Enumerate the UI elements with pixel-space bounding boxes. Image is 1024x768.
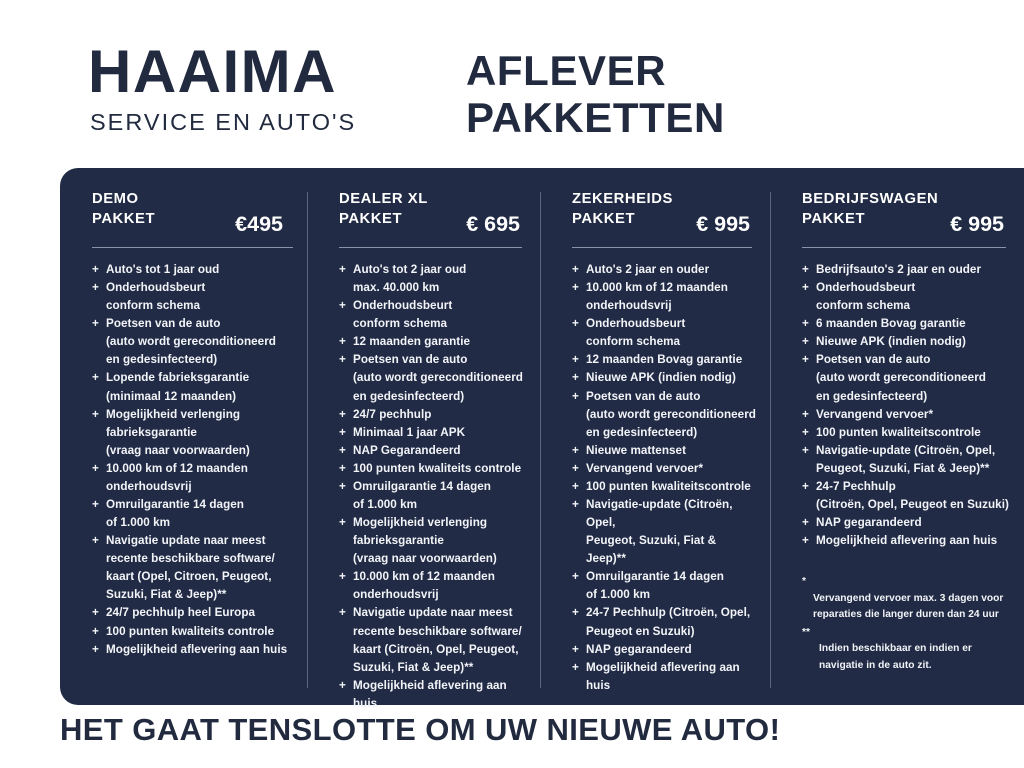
list-item: Poetsen van de auto (auto wordt gerecond…	[339, 351, 526, 405]
package-title: DEMO PAKKET	[92, 191, 156, 227]
list-item: 10.000 km of 12 maanden onderhoudsvrij	[92, 460, 293, 496]
list-item: Auto's 2 jaar en ouder	[572, 261, 756, 279]
package-feature-list: Bedrijfsauto's 2 jaar en ouder Onderhoud…	[802, 261, 1010, 550]
package-feature-list: Auto's tot 1 jaar oud Onderhoudsbeurt co…	[92, 261, 293, 659]
package-card-dealer-xl: DEALER XL PAKKET € 695 Auto's tot 2 jaar…	[307, 190, 540, 710]
footnote: ** Indien beschikbaar en indien er naviga…	[802, 625, 1006, 675]
header-divider	[572, 247, 752, 248]
list-item: Mogelijkheid aflevering aan huis	[339, 677, 526, 713]
list-item: 24/7 pechhulp heel Europa	[92, 604, 293, 622]
list-item: Vervangend vervoer*	[802, 406, 1010, 424]
list-item: Poetsen van de auto (auto wordt gerecond…	[802, 351, 1010, 405]
list-item: 12 maanden garantie	[339, 333, 526, 351]
package-card-zekerheids: ZEKERHEIDS PAKKET € 995 Auto's 2 jaar en…	[540, 190, 770, 705]
package-title: BEDRIJFSWAGEN PAKKET	[802, 191, 939, 227]
footnotes: * Vervangend vervoer max. 3 dagen voor re…	[802, 574, 1010, 674]
footnote-text: Vervangend vervoer max. 3 dagen voor rep…	[813, 592, 1004, 621]
list-item: Auto's tot 2 jaar oud max. 40.000 km	[339, 261, 526, 297]
list-item: Minimaal 1 jaar APK	[339, 424, 526, 442]
brand-tagline: SERVICE EN AUTO'S	[90, 109, 357, 135]
package-price: € 995	[696, 212, 750, 236]
list-item: 100 punten kwaliteits controle	[92, 623, 293, 641]
column-divider	[770, 192, 771, 688]
package-header: DEALER XL PAKKET € 695	[339, 190, 526, 238]
list-item: Auto's tot 1 jaar oud	[92, 261, 293, 279]
list-item: 10.000 km of 12 maanden onderhoudsvrij	[339, 568, 526, 604]
list-item: Nieuwe APK (indien nodig)	[802, 333, 1010, 351]
list-item: NAP gegarandeerd	[572, 641, 756, 659]
list-item: 24-7 Pechhulp (Citroën, Opel, Peugeot en…	[572, 604, 756, 640]
list-item: NAP Gegarandeerd	[339, 442, 526, 460]
list-item: Onderhoudsbeurt conform schema	[802, 279, 1010, 315]
list-item: Nieuwe mattenset	[572, 442, 756, 460]
list-item: Mogelijkheid verlenging fabrieksgarantie…	[339, 514, 526, 568]
list-item: Omruilgarantie 14 dagen of 1.000 km	[339, 478, 526, 514]
package-price: € 695	[466, 212, 520, 236]
list-item: Nieuwe APK (indien nodig)	[572, 369, 756, 387]
list-item: 100 punten kwaliteits controle	[339, 460, 526, 478]
list-item: Navigatie update naar meest recente besc…	[92, 532, 293, 604]
list-item: 6 maanden Bovag garantie	[802, 315, 1010, 333]
footnote: * Vervangend vervoer max. 3 dagen voor re…	[802, 574, 1006, 624]
list-item: 100 punten kwaliteitscontrole	[572, 478, 756, 496]
package-header: BEDRIJFSWAGEN PAKKET € 995	[802, 190, 1010, 238]
list-item: Omruilgarantie 14 dagen of 1.000 km	[572, 568, 756, 604]
package-header: DEMO PAKKET €495	[92, 190, 293, 238]
brand-name: HAAIMA	[88, 38, 337, 105]
package-header: ZEKERHEIDS PAKKET € 995	[572, 190, 756, 238]
footnote-marker: *	[802, 576, 806, 588]
list-item: Mogelijkheid verlenging fabrieksgarantie…	[92, 406, 293, 460]
footnote-text: Indien beschikbaar en indien er navigati…	[819, 643, 972, 671]
list-item: Onderhoudsbeurt conform schema	[339, 297, 526, 333]
header-divider	[802, 247, 1006, 248]
list-item: Bedrijfsauto's 2 jaar en ouder	[802, 261, 1010, 279]
footnote-marker: **	[802, 626, 810, 638]
list-item: Poetsen van de auto (auto wordt gerecond…	[572, 388, 756, 442]
list-item: Mogelijkheid aflevering aan huis	[572, 659, 756, 695]
list-item: Navigatie-update (Citroën, Opel, Peugeot…	[802, 442, 1010, 478]
list-item: Navigatie update naar meest recente besc…	[339, 604, 526, 676]
header-divider	[92, 247, 293, 248]
list-item: NAP gegarandeerd	[802, 514, 1010, 532]
list-item: Navigatie-update (Citroën, Opel, Peugeot…	[572, 496, 756, 568]
list-item: Mogelijkheid aflevering aan huis	[92, 641, 293, 659]
package-card-bedrijfswagen: BEDRIJFSWAGEN PAKKET € 995 Bedrijfsauto'…	[770, 190, 1024, 705]
footer-tagline: HET GAAT TENSLOTTE OM UW NIEUWE AUTO!	[60, 712, 781, 747]
brand-logo: HAAIMA SERVICE EN AUTO'S	[88, 42, 418, 135]
list-item: 24/7 pechhulp	[339, 406, 526, 424]
package-title: DEALER XL PAKKET	[339, 191, 428, 227]
list-item: 10.000 km of 12 maanden onderhoudsvrij	[572, 279, 756, 315]
list-item: 24-7 Pechhulp (Citroën, Opel, Peugeot en…	[802, 478, 1010, 514]
page-title: AFLEVER PAKKETTEN	[466, 47, 725, 141]
package-price: € 995	[950, 212, 1004, 236]
package-card-demo: DEMO PAKKET €495 Auto's tot 1 jaar oud O…	[60, 190, 307, 705]
package-price: €495	[235, 212, 283, 236]
page-header: HAAIMA SERVICE EN AUTO'S AFLEVER PAKKETT…	[0, 0, 1024, 168]
package-feature-list: Auto's 2 jaar en ouder 10.000 km of 12 m…	[572, 261, 756, 695]
packages-panel: DEMO PAKKET €495 Auto's tot 1 jaar oud O…	[60, 168, 1024, 710]
list-item: Omruilgarantie 14 dagen of 1.000 km	[92, 496, 293, 532]
list-item: Poetsen van de auto (auto wordt gerecond…	[92, 315, 293, 369]
package-title: ZEKERHEIDS PAKKET	[572, 191, 673, 227]
column-divider	[540, 192, 541, 688]
list-item: Onderhoudsbeurt conform schema	[572, 315, 756, 351]
header-divider	[339, 247, 522, 248]
package-feature-list: Auto's tot 2 jaar oud max. 40.000 km Ond…	[339, 261, 526, 713]
list-item: 100 punten kwaliteitscontrole	[802, 424, 1010, 442]
list-item: Onderhoudsbeurt conform schema	[92, 279, 293, 315]
list-item: Lopende fabrieksgarantie (minimaal 12 ma…	[92, 369, 293, 405]
list-item: Mogelijkheid aflevering aan huis	[802, 532, 1010, 550]
column-divider	[307, 192, 308, 688]
list-item: Vervangend vervoer*	[572, 460, 756, 478]
list-item: 12 maanden Bovag garantie	[572, 351, 756, 369]
